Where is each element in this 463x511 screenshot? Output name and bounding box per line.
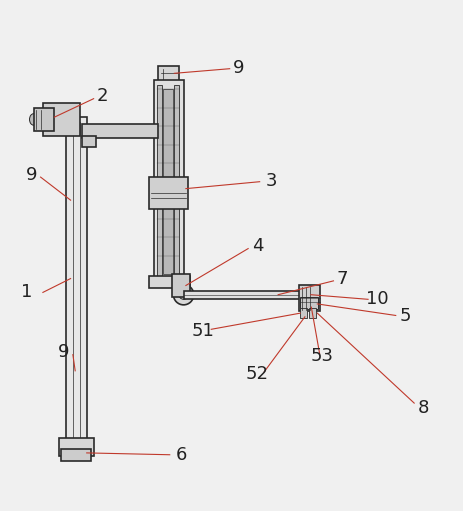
Text: 9: 9 [25, 166, 37, 184]
Bar [149, 276, 190, 288]
Bar [298, 286, 319, 311]
Bar [300, 308, 307, 318]
Bar [82, 124, 158, 138]
Bar [308, 308, 315, 318]
Text: 4: 4 [251, 237, 263, 256]
Bar [43, 103, 80, 135]
Bar [66, 117, 87, 449]
Bar [163, 89, 173, 274]
Text: 5: 5 [398, 308, 410, 326]
Text: 1: 1 [21, 284, 32, 301]
Text: 53: 53 [310, 347, 333, 365]
Bar [157, 85, 162, 278]
Bar [174, 85, 179, 278]
Text: 7: 7 [336, 270, 348, 289]
Text: 51: 51 [191, 322, 214, 340]
Bar [153, 80, 183, 283]
Bar [61, 449, 91, 461]
Text: 10: 10 [365, 290, 388, 308]
Bar [82, 135, 96, 147]
Bar [34, 108, 54, 131]
Text: 6: 6 [175, 446, 187, 464]
Text: 8: 8 [417, 399, 428, 416]
Text: 52: 52 [245, 365, 268, 383]
Text: 3: 3 [265, 172, 276, 190]
Text: 9: 9 [58, 343, 69, 361]
Bar [158, 66, 179, 85]
Bar [172, 274, 190, 297]
Bar [59, 438, 94, 456]
Bar [183, 291, 303, 299]
Text: 9: 9 [233, 59, 244, 77]
Bar [149, 177, 188, 210]
Text: 2: 2 [97, 87, 108, 105]
Bar [300, 297, 317, 309]
Circle shape [173, 285, 193, 305]
Ellipse shape [30, 113, 38, 125]
Circle shape [179, 290, 188, 299]
